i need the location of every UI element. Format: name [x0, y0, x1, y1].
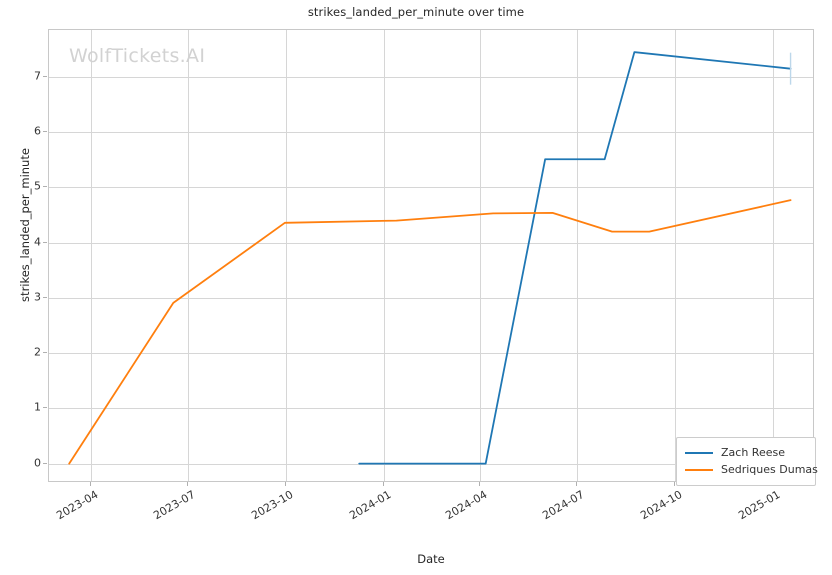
y-tick-label: 4	[34, 235, 41, 249]
gridline-vertical	[188, 30, 190, 481]
x-tick-mark	[284, 482, 286, 486]
chart-legend: Zach Reese Sedriques Dumas	[676, 437, 818, 486]
y-tick-label: 3	[34, 290, 41, 304]
x-tick-mark	[576, 482, 578, 486]
x-axis-label: Date	[417, 552, 445, 566]
gridline-horizontal	[49, 242, 813, 244]
y-tick-label: 6	[34, 124, 41, 138]
y-tick-mark	[43, 296, 47, 298]
x-tick-label: 2024-04	[443, 488, 490, 523]
y-tick-mark	[43, 462, 47, 464]
y-tick-mark	[43, 352, 47, 354]
x-tick-label: 2024-01	[346, 488, 394, 523]
y-axis-label: strikes_landed_per_minute	[18, 148, 32, 302]
legend-label: Zach Reese	[721, 446, 785, 459]
legend-label: Sedriques Dumas	[721, 463, 818, 476]
legend-color-swatch	[685, 468, 713, 471]
x-tick-label: 2024-10	[637, 488, 685, 523]
series-line	[358, 51, 792, 465]
legend-item[interactable]: Zach Reese	[685, 444, 807, 461]
gridline-horizontal	[49, 297, 813, 299]
chart-title: strikes_landed_per_minute over time	[307, 5, 525, 19]
x-tick-mark	[382, 482, 384, 486]
gridline-vertical	[772, 30, 774, 481]
y-tick-label: 0	[34, 456, 41, 470]
y-tick-mark	[43, 131, 47, 133]
y-tick-mark	[43, 75, 47, 77]
x-tick-mark	[479, 482, 481, 486]
y-tick-mark	[43, 241, 47, 243]
x-tick-mark	[673, 482, 675, 486]
x-tick-label: 2023-07	[151, 488, 198, 523]
gridline-vertical	[480, 30, 482, 481]
series-line	[68, 199, 792, 465]
gridline-vertical	[285, 30, 287, 481]
series-lines	[68, 51, 792, 465]
gridline-horizontal	[49, 353, 813, 355]
gridline-vertical	[91, 30, 93, 481]
y-tick-label: 7	[34, 69, 41, 83]
y-tick-mark	[43, 186, 47, 188]
gridline-vertical	[383, 30, 385, 481]
gridline-horizontal	[49, 187, 813, 189]
y-tick-mark	[43, 407, 47, 409]
gridline-horizontal	[49, 132, 813, 134]
gridline-vertical	[577, 30, 579, 481]
x-tick-mark	[187, 482, 189, 486]
x-tick-label: 2023-10	[249, 488, 296, 523]
x-tick-label: 2023-04	[54, 488, 101, 523]
legend-color-swatch	[685, 451, 713, 454]
x-tick-label: 2024-07	[540, 488, 587, 523]
y-tick-label: 2	[34, 345, 41, 359]
gridline-horizontal	[49, 408, 813, 410]
y-tick-label: 5	[34, 179, 41, 193]
x-tick-mark	[90, 482, 92, 486]
legend-item[interactable]: Sedriques Dumas	[685, 461, 818, 478]
gridline-vertical	[674, 30, 676, 481]
y-tick-label: 1	[34, 400, 41, 414]
gridline-horizontal	[49, 76, 813, 78]
plot-area: WolfTickets.AI	[48, 29, 814, 482]
y-axis-ticks: 0 1 2 3 4 5 6 7	[0, 29, 47, 482]
x-tick-label: 2025-01	[735, 488, 782, 523]
